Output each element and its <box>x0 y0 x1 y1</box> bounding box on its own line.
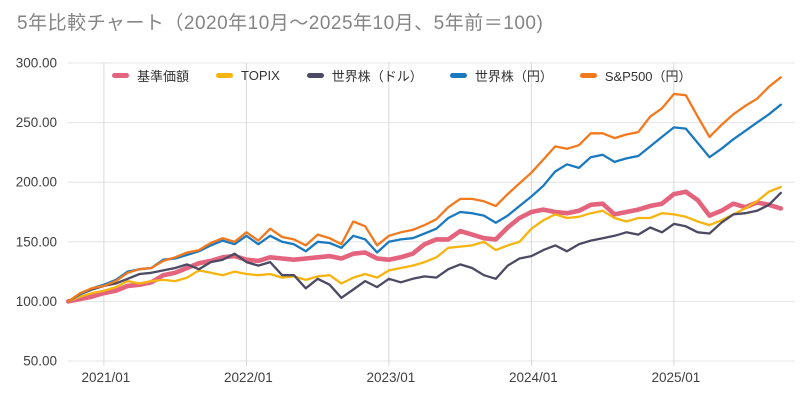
series-line <box>66 189 784 304</box>
x-axis-tick-label: 2021/01 <box>81 370 130 385</box>
y-axis-tick-label: 50.00 <box>23 354 57 369</box>
x-axis-tick-label: 2022/01 <box>224 370 273 385</box>
legend-swatch <box>112 72 129 78</box>
legend-item: 世界株（ドル） <box>306 66 423 85</box>
legend-item: 基準価額 <box>112 66 189 85</box>
legend-item: S&P500（円） <box>579 66 692 85</box>
legend-label: S&P500（円） <box>604 68 692 84</box>
y-axis-tick-label: 300.00 <box>16 56 57 71</box>
series-line <box>67 191 782 303</box>
legend-label: TOPIX <box>241 67 280 83</box>
legend-item: TOPIX <box>216 68 280 83</box>
y-axis-tick-label: 200.00 <box>16 175 57 190</box>
y-axis-tick-label: 100.00 <box>16 294 57 309</box>
x-axis-tick-label: 2024/01 <box>509 370 558 385</box>
legend-label: 基準価額 <box>137 68 190 84</box>
legend-label: 世界株（円） <box>474 68 553 84</box>
legend-swatch <box>449 72 467 78</box>
y-axis-tick-label: 250.00 <box>16 115 57 130</box>
y-axis-tick-label: 150.00 <box>16 234 57 249</box>
legend-item: 世界株（円） <box>449 66 553 85</box>
legend-swatch <box>306 72 324 78</box>
x-axis-tick-label: 2023/01 <box>366 370 415 385</box>
legend-label: 世界株（ドル） <box>331 68 423 84</box>
legend: 基準価額 TOPIX 世界株（ドル） 世界株（円） S&P500（円） <box>112 62 692 88</box>
legend-swatch <box>579 72 597 78</box>
series-line <box>67 76 782 303</box>
x-axis-tick-label: 2025/01 <box>651 370 700 385</box>
series-line <box>67 103 782 303</box>
series-line <box>67 185 782 303</box>
chart-title: 5年比較チャート（2020年10月～2025年10月、5年前＝100) <box>17 13 544 34</box>
legend-swatch <box>216 72 234 78</box>
